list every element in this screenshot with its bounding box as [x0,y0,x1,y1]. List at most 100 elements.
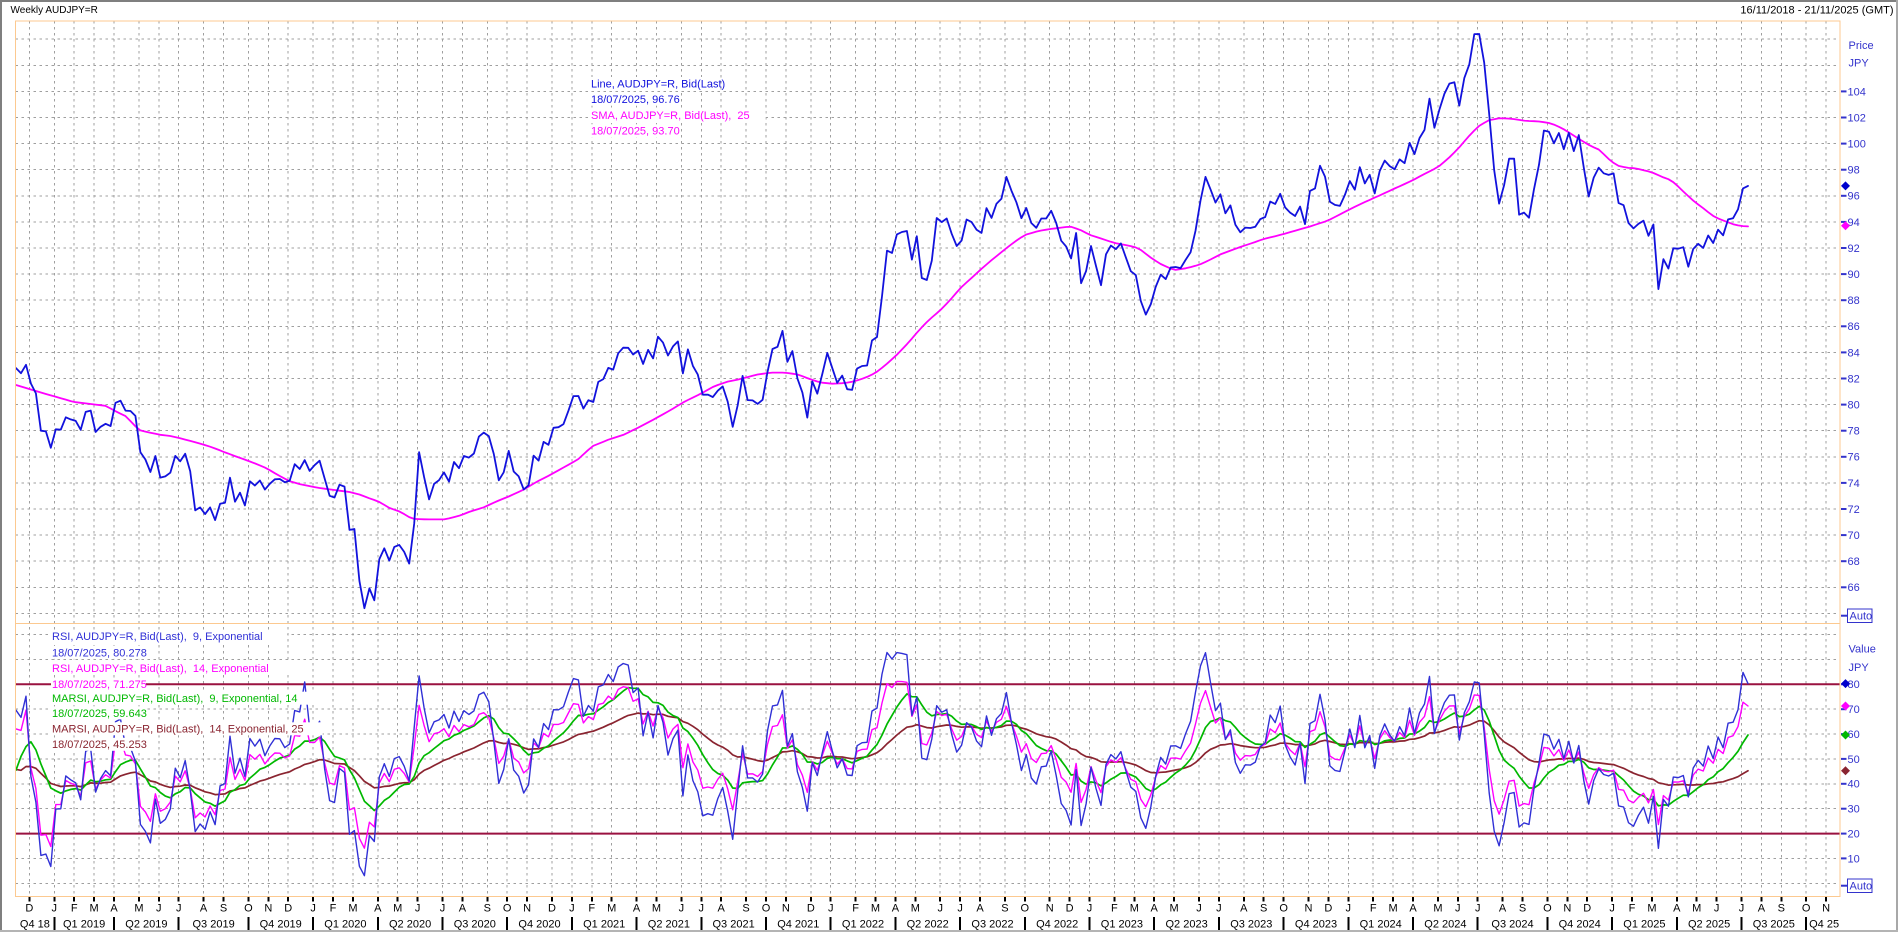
svg-text:Q1 2021: Q1 2021 [583,919,625,931]
svg-text:D: D [548,903,556,915]
svg-text:F: F [1111,903,1118,915]
svg-text:18/07/2025, 71.275: 18/07/2025, 71.275 [52,679,147,691]
svg-text:M: M [1433,903,1442,915]
svg-text:78: 78 [1848,426,1860,438]
svg-text:Line, AUDJPY=R, Bid(Last): Line, AUDJPY=R, Bid(Last) [591,78,725,90]
svg-text:Q4 2021: Q4 2021 [777,919,819,931]
svg-text:Q3 2025: Q3 2025 [1753,919,1795,931]
svg-text:SMA, AUDJPY=R, Bid(Last), 25: SMA, AUDJPY=R, Bid(Last), 25 [591,110,750,122]
svg-text:F: F [588,903,595,915]
svg-text:A: A [976,903,984,915]
svg-text:Q2 2023: Q2 2023 [1165,919,1207,931]
svg-text:S: S [1001,903,1008,915]
svg-text:40: 40 [1848,779,1860,791]
svg-text:F: F [1629,903,1636,915]
svg-text:S: S [1260,903,1267,915]
svg-text:O: O [244,903,253,915]
svg-text:S: S [484,903,491,915]
svg-text:D: D [284,903,292,915]
svg-text:Price: Price [1849,40,1874,52]
svg-text:S: S [1778,903,1785,915]
svg-text:M: M [1647,903,1656,915]
svg-text:J: J [1087,903,1093,915]
svg-text:D: D [1583,903,1591,915]
svg-text:J: J [1609,903,1615,915]
svg-text:A: A [459,903,467,915]
svg-text:Q1 2024: Q1 2024 [1360,919,1402,931]
svg-text:Q3 2023: Q3 2023 [1230,919,1272,931]
svg-text:60: 60 [1848,729,1860,741]
svg-text:70: 70 [1848,704,1860,716]
svg-text:D: D [1324,903,1332,915]
svg-text:Q3 2022: Q3 2022 [971,919,1013,931]
svg-text:F: F [852,903,859,915]
svg-text:70: 70 [1848,530,1860,542]
svg-text:M: M [1170,903,1179,915]
svg-text:Q2 2019: Q2 2019 [125,919,167,931]
svg-text:M: M [652,903,661,915]
svg-text:M: M [607,903,616,915]
svg-text:M: M [348,903,357,915]
svg-text:76: 76 [1848,452,1860,464]
svg-text:Q1 2022: Q1 2022 [842,919,884,931]
svg-text:92: 92 [1848,243,1860,255]
svg-text:18/07/2025, 80.278: 18/07/2025, 80.278 [52,647,147,659]
svg-text:M: M [911,903,920,915]
svg-text:M: M [1389,903,1398,915]
svg-text:A: A [1151,903,1159,915]
svg-text:50: 50 [1848,754,1860,766]
svg-text:A: A [1240,903,1248,915]
svg-text:MARSI, AUDJPY=R, Bid(Last), 1: MARSI, AUDJPY=R, Bid(Last), 14, Exponent… [52,724,304,736]
svg-text:18/07/2025, 59.643: 18/07/2025, 59.643 [52,708,147,720]
svg-text:A: A [200,903,208,915]
svg-text:J: J [1714,903,1720,915]
svg-text:N: N [264,903,272,915]
svg-text:J: J [828,903,834,915]
svg-text:RSI, AUDJPY=R, Bid(Last), 14,: RSI, AUDJPY=R, Bid(Last), 14, Exponentia… [52,663,269,675]
svg-text:Q3 2020: Q3 2020 [454,919,496,931]
svg-text:A: A [1673,903,1681,915]
svg-text:F: F [71,903,78,915]
svg-text:Q3 2019: Q3 2019 [192,919,234,931]
svg-text:N: N [1822,903,1830,915]
svg-text:84: 84 [1848,347,1860,359]
svg-text:J: J [52,903,58,915]
svg-text:18/07/2025, 45.253: 18/07/2025, 45.253 [52,739,147,751]
svg-text:68: 68 [1848,556,1860,568]
svg-text:J: J [957,903,963,915]
svg-text:J: J [569,903,575,915]
svg-text:Q4 2024: Q4 2024 [1559,919,1601,931]
svg-text:J: J [310,903,316,915]
svg-text:N: N [1305,903,1313,915]
svg-text:96: 96 [1848,191,1860,203]
svg-text:Q2 2024: Q2 2024 [1424,919,1466,931]
svg-text:O: O [1279,903,1288,915]
svg-text:102: 102 [1848,112,1866,124]
svg-text:MARSI, AUDJPY=R, Bid(Last), 9: MARSI, AUDJPY=R, Bid(Last), 9, Exponenti… [52,693,297,705]
svg-text:A: A [892,903,900,915]
svg-text:J: J [1455,903,1461,915]
svg-text:J: J [440,903,446,915]
svg-text:Value: Value [1849,644,1876,656]
svg-text:J: J [1346,903,1352,915]
svg-text:100: 100 [1848,139,1866,151]
svg-text:Q2 2022: Q2 2022 [907,919,949,931]
svg-text:80: 80 [1848,679,1860,691]
svg-text:JPY: JPY [1849,662,1870,674]
svg-text:F: F [1370,903,1377,915]
svg-text:Q1 2020: Q1 2020 [324,919,366,931]
svg-text:18/07/2025, 93.70: 18/07/2025, 93.70 [591,126,680,138]
svg-text:74: 74 [1848,478,1860,490]
svg-text:86: 86 [1848,321,1860,333]
svg-text:90: 90 [1848,269,1860,281]
svg-text:J: J [1739,903,1745,915]
svg-text:Q1 2019: Q1 2019 [63,919,105,931]
svg-text:J: J [156,903,162,915]
svg-text:80: 80 [1848,400,1860,412]
svg-text:S: S [1519,903,1526,915]
svg-text:J: J [176,903,182,915]
svg-text:Auto: Auto [1850,611,1873,623]
svg-text:M: M [90,903,99,915]
svg-text:A: A [110,903,118,915]
svg-text:Q4 2019: Q4 2019 [260,919,302,931]
